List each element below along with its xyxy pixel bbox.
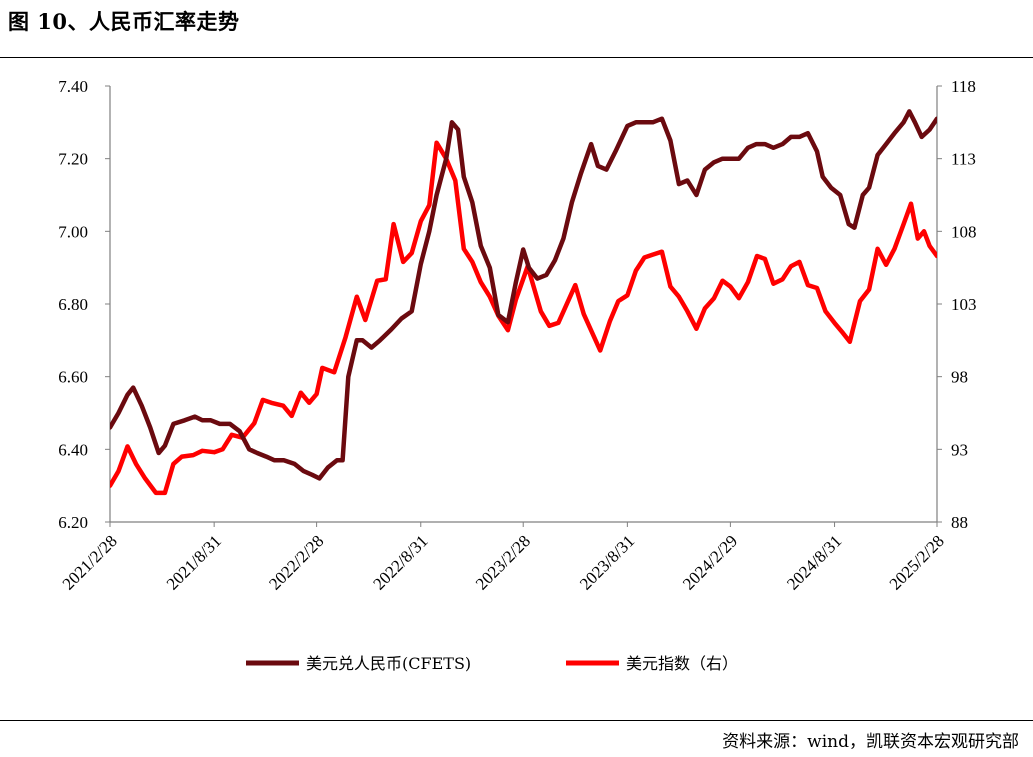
series-line-cfets xyxy=(110,109,937,481)
left-tick-label: 7.20 xyxy=(58,150,88,169)
right-tick-label: 98 xyxy=(951,368,968,387)
source-note: 资料来源：wind，凯联资本宏观研究部 xyxy=(722,732,1019,752)
left-axis-ticks: 6.20 6.40 6.60 6.80 7.00 7.20 7.40 xyxy=(58,77,110,532)
right-tick-label: 103 xyxy=(951,295,977,314)
left-tick-label: 6.40 xyxy=(58,440,88,459)
figure-title: 图 10、人民币汇率走势 xyxy=(8,9,240,34)
x-tick-label: 2023/2/28 xyxy=(472,531,534,593)
left-tick-label: 6.60 xyxy=(58,368,88,387)
legend-label-dxy: 美元指数（右） xyxy=(626,654,738,673)
legend-label-cfets: 美元兑人民币(CFETS) xyxy=(306,654,471,673)
x-tick-label: 2022/2/28 xyxy=(265,531,327,593)
right-tick-label: 108 xyxy=(951,222,977,241)
right-tick-label: 88 xyxy=(951,513,968,532)
left-tick-label: 6.80 xyxy=(58,295,88,314)
legend: 美元兑人民币(CFETS) 美元指数（右） xyxy=(246,654,738,673)
right-tick-label: 113 xyxy=(951,150,976,169)
left-tick-label: 6.20 xyxy=(58,513,88,532)
x-tick-label: 2022/8/31 xyxy=(369,531,431,593)
title-divider xyxy=(0,57,1033,58)
x-tick-label: 2025/2/28 xyxy=(886,531,948,593)
right-tick-label: 118 xyxy=(951,77,976,96)
exchange-rate-chart: 6.20 6.40 6.60 6.80 7.00 7.20 7.40 88 93 98 103 10… xyxy=(58,77,977,673)
right-axis-ticks: 88 93 98 103 108 113 118 xyxy=(937,77,977,532)
x-tick-label: 2024/8/31 xyxy=(783,531,845,593)
series-line-dxy xyxy=(110,140,937,496)
series-layer xyxy=(110,109,937,496)
axes xyxy=(109,86,938,523)
left-tick-label: 7.40 xyxy=(58,77,88,96)
x-tick-label: 2023/8/31 xyxy=(576,531,638,593)
left-tick-label: 7.00 xyxy=(58,222,88,241)
x-axis-ticks: 2021/2/28 2021/8/31 2022/2/28 2022/8/31 2023… xyxy=(59,522,948,594)
footer-divider xyxy=(0,720,1033,721)
x-tick-label: 2021/8/31 xyxy=(163,531,225,593)
right-tick-label: 93 xyxy=(951,440,968,459)
x-tick-label: 2021/2/28 xyxy=(59,531,121,593)
x-tick-label: 2024/2/29 xyxy=(679,531,741,593)
